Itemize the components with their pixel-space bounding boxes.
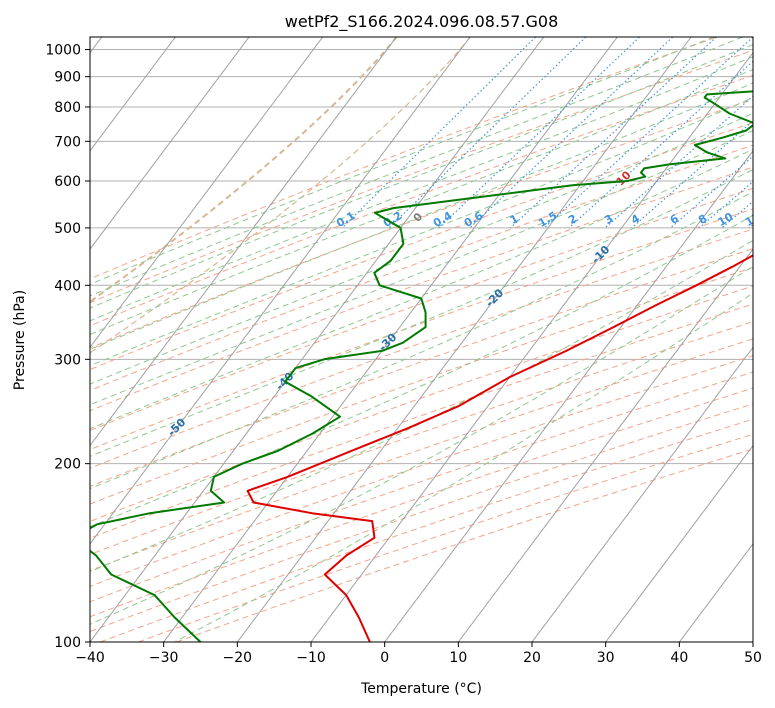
x-tick-label: −10 (296, 650, 326, 666)
mixing-ratio-line (469, 37, 674, 229)
chart-title: wetPf2_S166.2024.096.08.57.G08 (285, 12, 559, 32)
mixing-ratio-line (509, 37, 717, 229)
skewed-isotherm (163, 37, 618, 642)
moist-adiabat (90, 168, 753, 457)
pressure-gridlines (90, 49, 753, 642)
x-tick-label: −40 (75, 650, 105, 666)
skewed-isotherm (457, 248, 753, 642)
x-tick-label: −30 (149, 650, 179, 666)
skewed-isotherm (90, 37, 250, 250)
dry-adiabat (90, 303, 753, 539)
y-axis-label: Pressure (hPa) (12, 290, 28, 390)
mixing-ratio-line (568, 60, 753, 229)
skewed-isotherm (236, 37, 692, 642)
skewed-isotherm (384, 150, 753, 642)
dry-adiabat (90, 37, 718, 280)
dry-adiabat (90, 49, 753, 304)
annotation-label: 13 (743, 210, 763, 229)
dry-adiabat (90, 371, 753, 603)
dry-adiabat (90, 338, 753, 572)
moist-adiabat (90, 68, 753, 336)
y-tick-label: 900 (54, 70, 81, 86)
x-axis-ticks: −40 −30 −20 −10 0 10 20 30 40 50 (75, 642, 762, 666)
x-tick-label: 20 (523, 650, 541, 666)
tan-reference-curve (90, 37, 398, 303)
moist-adiabat (90, 129, 753, 406)
moist-adiabat (90, 214, 753, 528)
moist-adiabat (90, 82, 753, 350)
dry-adiabat (90, 355, 753, 587)
y-tick-label: 500 (54, 221, 81, 237)
x-axis-label: Temperature (°C) (360, 681, 482, 697)
y-tick-label: 200 (54, 457, 81, 473)
moist-adiabat (90, 239, 753, 573)
moist-adiabat (90, 37, 743, 297)
dry-adiabat (90, 248, 753, 487)
skewed-isotherm (90, 37, 545, 642)
y-tick-label: 1000 (45, 43, 81, 59)
skewed-isotherm (90, 37, 397, 447)
temperature-profile (246, 254, 753, 642)
y-tick-label: 400 (54, 278, 81, 294)
x-tick-label: −20 (223, 650, 253, 666)
sounding-profiles (90, 90, 753, 642)
moist-adiabat (90, 265, 753, 625)
dry-adiabat (90, 187, 753, 431)
mixing-ratio-line (698, 180, 753, 229)
x-tick-label: 0 (380, 650, 389, 666)
skewed-isotherm (605, 444, 753, 642)
mixing-ratio-line (543, 37, 753, 229)
skewed-isotherm (90, 37, 471, 545)
plot-frame (89, 36, 754, 643)
mixing-ratio-line (388, 37, 587, 229)
x-tick-label: 40 (670, 650, 688, 666)
moist-adiabat (90, 44, 753, 309)
x-tick-label: 30 (597, 650, 615, 666)
skewed-isotherms (90, 37, 753, 642)
dry-adiabat (90, 208, 753, 451)
dry-adiabat (138, 433, 753, 642)
y-tick-label: 300 (54, 352, 81, 368)
x-tick-label: 10 (449, 650, 467, 666)
dry-adiabat (90, 98, 753, 349)
y-tick-label: 100 (54, 635, 81, 651)
dewpoint-profile (90, 90, 753, 642)
mixing-ratio-line (341, 37, 536, 229)
y-tick-label: 600 (54, 174, 81, 190)
moist-adiabat (90, 148, 753, 430)
moist-adiabat (90, 56, 753, 322)
dry-adiabat (90, 321, 753, 556)
x-tick-label: 50 (744, 650, 762, 666)
skewed-isotherm (90, 37, 324, 349)
y-axis-ticks: 100 200 300 400 500 600 700 800 900 1000 (45, 43, 90, 651)
plot-area: 0.10.20.40.611.52346810131620253036-100-… (90, 37, 763, 642)
y-tick-label: 700 (54, 134, 81, 150)
skewed-isotherm (531, 346, 753, 642)
dry-adiabat (90, 403, 753, 632)
dry-adiabat (90, 144, 753, 391)
skewed-isotherm (90, 37, 176, 152)
skewed-isotherm (310, 51, 753, 642)
y-tick-label: 800 (54, 100, 81, 116)
